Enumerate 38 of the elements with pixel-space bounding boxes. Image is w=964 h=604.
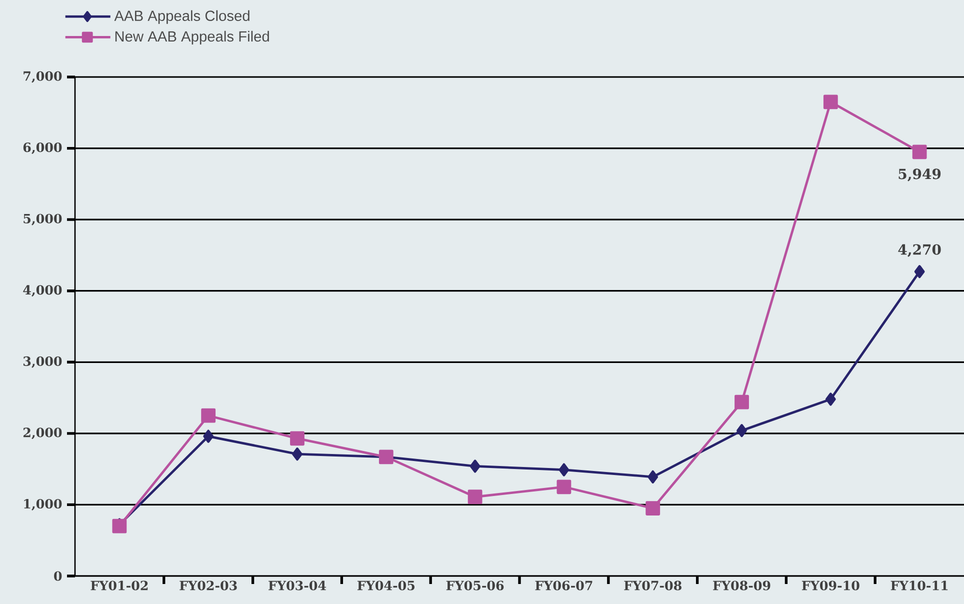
point: [292, 448, 302, 461]
y-tick-label: 0: [54, 571, 62, 581]
x-tick-label: FY01-02: [90, 580, 148, 590]
point: [825, 392, 836, 406]
x-tick-label: FY04-05: [357, 580, 414, 590]
point: [914, 265, 925, 278]
point: [556, 480, 572, 494]
legend-label: New AAB Appeals Filed: [115, 30, 269, 45]
point: [470, 460, 480, 473]
point: [648, 470, 658, 484]
point: [558, 463, 570, 476]
point: [912, 144, 927, 160]
point: [734, 394, 749, 410]
x-tick-label: FY09-10: [802, 580, 860, 590]
y-tick-label: 6,000: [23, 142, 62, 154]
point: [468, 490, 482, 504]
point: [290, 431, 304, 446]
x-tick-label: FY10-11: [890, 580, 948, 590]
point: [646, 501, 660, 516]
point: [201, 408, 216, 423]
point: [823, 94, 838, 110]
data-label: 5,949: [898, 168, 941, 182]
data-label: 4,270: [898, 244, 941, 257]
x-tick-label: FY06-07: [535, 580, 592, 590]
x-tick-label: FY07-08: [624, 580, 682, 590]
x-tick-label: FY08-09: [713, 580, 770, 590]
y-tick-label: 1,000: [24, 498, 62, 510]
y-tick-label: 7,000: [24, 71, 62, 83]
point: [736, 424, 747, 438]
x-tick-label: FY02-03: [180, 580, 237, 590]
y-tick-label: 4,000: [23, 285, 62, 297]
point: [203, 430, 214, 443]
x-tick-label: FY03-04: [268, 580, 326, 590]
x-tick-label: FY05-06: [446, 580, 504, 590]
y-tick-label: 5,000: [24, 214, 62, 226]
y-tick-label: 2,000: [23, 428, 62, 440]
legend-label: AAB Appeals Closed: [114, 10, 250, 24]
y-tick-label: 3,000: [24, 356, 62, 368]
